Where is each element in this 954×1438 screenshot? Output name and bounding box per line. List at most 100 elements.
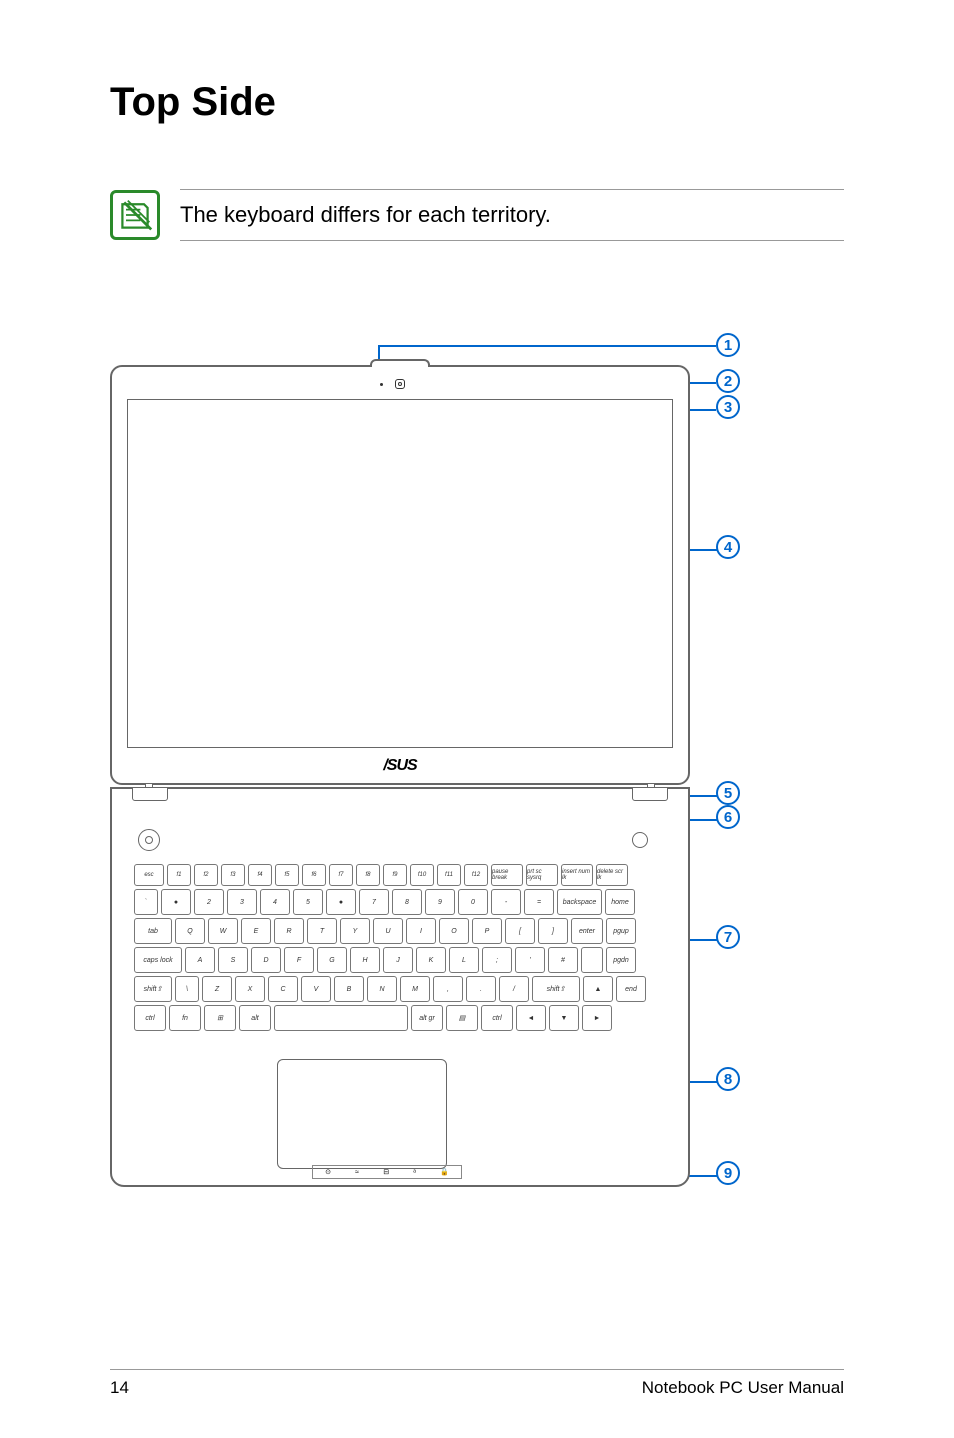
key	[274, 1005, 408, 1031]
key: f11	[437, 864, 461, 886]
key: f4	[248, 864, 272, 886]
key: ;	[482, 947, 512, 973]
callout-4: 4	[716, 535, 740, 559]
status-icon: ᵃ	[413, 1169, 416, 1176]
key: E	[241, 918, 271, 944]
key: f9	[383, 864, 407, 886]
key: enter	[571, 918, 603, 944]
key: R	[274, 918, 304, 944]
camera-icon	[395, 379, 405, 389]
callout-2: 2	[716, 369, 740, 393]
key: pgdn	[606, 947, 636, 973]
key: caps lock	[134, 947, 182, 973]
key: Z	[202, 976, 232, 1002]
laptop-diagram: /SUS escf1f2f3f4f5f6f7f8f9f10f11f12pause…	[110, 325, 850, 1205]
brand-logo: /SUS	[383, 757, 416, 775]
key: f1	[167, 864, 191, 886]
key: ●	[161, 889, 191, 915]
page-number: 14	[110, 1378, 129, 1398]
key: 7	[359, 889, 389, 915]
key: T	[307, 918, 337, 944]
key: shift⇧	[532, 976, 580, 1002]
key: pgup	[606, 918, 636, 944]
callout-8: 8	[716, 1067, 740, 1091]
page-title: Top Side	[110, 80, 844, 125]
key: /	[499, 976, 529, 1002]
key: fn	[169, 1005, 201, 1031]
key: 9	[425, 889, 455, 915]
key: O	[439, 918, 469, 944]
key: #	[548, 947, 578, 973]
key: ]	[538, 918, 568, 944]
key: 5	[293, 889, 323, 915]
key: G	[317, 947, 347, 973]
key: esc	[134, 864, 164, 886]
key: delete scr lk	[596, 864, 628, 886]
key: 0	[458, 889, 488, 915]
key: ►	[582, 1005, 612, 1031]
note-box: The keyboard differs for each territory.	[110, 185, 844, 245]
key: f10	[410, 864, 434, 886]
key: end	[616, 976, 646, 1002]
key: ⊞	[204, 1005, 236, 1031]
key: backspace	[557, 889, 602, 915]
key: prt sc sysrq	[526, 864, 558, 886]
callout-3: 3	[716, 395, 740, 419]
manual-label: Notebook PC User Manual	[642, 1378, 844, 1398]
note-text: The keyboard differs for each territory.	[180, 194, 844, 236]
key: alt gr	[411, 1005, 443, 1031]
callout-1: 1	[716, 333, 740, 357]
callout-7: 7	[716, 925, 740, 949]
key: .	[466, 976, 496, 1002]
key: V	[301, 976, 331, 1002]
laptop-screen: /SUS	[110, 365, 690, 785]
key: f3	[221, 864, 245, 886]
key: J	[383, 947, 413, 973]
key: home	[605, 889, 635, 915]
key: f6	[302, 864, 326, 886]
key: H	[350, 947, 380, 973]
key: B	[334, 976, 364, 1002]
key: I	[406, 918, 436, 944]
key: X	[235, 976, 265, 1002]
key: f2	[194, 864, 218, 886]
key: ▤	[446, 1005, 478, 1031]
key: f8	[356, 864, 380, 886]
key: ▼	[549, 1005, 579, 1031]
key: -	[491, 889, 521, 915]
key: A	[185, 947, 215, 973]
key: P	[472, 918, 502, 944]
key: pause break	[491, 864, 523, 886]
key	[581, 947, 603, 973]
key: ctrl	[134, 1005, 166, 1031]
key: ▲	[583, 976, 613, 1002]
callout-9: 9	[716, 1161, 740, 1185]
laptop-base: escf1f2f3f4f5f6f7f8f9f10f11f12pause brea…	[110, 787, 690, 1187]
key: L	[449, 947, 479, 973]
key: F	[284, 947, 314, 973]
key: insert num lk	[561, 864, 593, 886]
key: '	[515, 947, 545, 973]
keyboard: escf1f2f3f4f5f6f7f8f9f10f11f12pause brea…	[134, 864, 666, 1044]
key: D	[251, 947, 281, 973]
key: U	[373, 918, 403, 944]
key: 8	[392, 889, 422, 915]
microphone-indicator	[380, 383, 383, 386]
key: 2	[194, 889, 224, 915]
key: 3	[227, 889, 257, 915]
key: Q	[175, 918, 205, 944]
status-indicator-bar: ⊙≈⊟ᵃ🔒	[312, 1165, 462, 1179]
key: S	[218, 947, 248, 973]
key: C	[268, 976, 298, 1002]
status-icon: 🔒	[440, 1168, 449, 1176]
key: ◄	[516, 1005, 546, 1031]
key: W	[208, 918, 238, 944]
note-icon	[110, 190, 160, 240]
page-footer: 14 Notebook PC User Manual	[110, 1369, 844, 1398]
key: ,	[433, 976, 463, 1002]
key: 4	[260, 889, 290, 915]
hdd-led-icon	[632, 832, 648, 848]
key: ctrl	[481, 1005, 513, 1031]
status-icon: ⊟	[383, 1168, 389, 1176]
callout-5: 5	[716, 781, 740, 805]
